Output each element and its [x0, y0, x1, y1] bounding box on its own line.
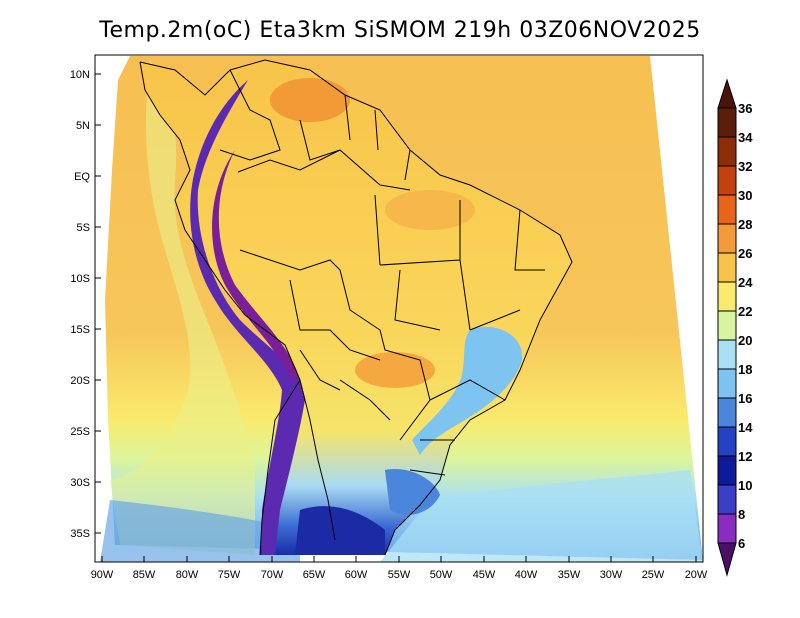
border-states-south	[409, 379, 506, 476]
colorbar-label-30: 30	[738, 188, 752, 203]
lon-label-20w: 20W	[685, 569, 708, 581]
latitude-axis: 10N 5N EQ 5S 10S 15S 20S 25S 30S 35S	[70, 69, 101, 540]
south-america-land	[140, 60, 572, 555]
colorbar-label-18: 18	[738, 362, 752, 377]
colorbar-bottom-cap	[717, 542, 737, 577]
lon-label-65w: 65W	[303, 569, 326, 581]
colorbar-swatch	[717, 252, 737, 283]
colorbar-label-26: 26	[738, 246, 752, 261]
colorbar-top-cap	[717, 78, 737, 109]
lon-label-45w: 45W	[473, 569, 496, 581]
colorbar-label-24: 24	[738, 275, 753, 290]
lon-label-40w: 40W	[515, 569, 538, 581]
colorbar-label-22: 22	[738, 304, 752, 319]
border-brazil-west	[237, 149, 431, 441]
southern-cold-region	[295, 506, 385, 555]
lat-label-10s: 10S	[70, 273, 90, 285]
lat-label-30s: 30S	[70, 477, 90, 489]
colorbar-label-32: 32	[738, 159, 752, 174]
colorbar-label-8: 8	[738, 507, 745, 522]
lon-label-35w: 35W	[558, 569, 581, 581]
colorbar-label-34: 34	[738, 130, 753, 145]
longitude-axis: 90W 85W 80W 75W 70W 65W 60W 55W 50W 45W …	[91, 556, 708, 581]
border-colombia-venezuela	[219, 69, 281, 161]
southeast-highlands-cool	[412, 326, 523, 455]
lat-label-25s: 25S	[70, 426, 90, 438]
colorbar-swatch	[717, 310, 737, 341]
colorbar-swatch	[717, 339, 737, 370]
border-bolivia-paraguay	[289, 279, 391, 421]
south-cold-ocean	[100, 500, 300, 562]
border-states-north	[374, 194, 545, 331]
andes-cold-band	[190, 80, 305, 555]
lat-label-5n: 5N	[76, 120, 90, 132]
colorbar-swatch	[717, 426, 737, 457]
colorbar-label-14: 14	[738, 420, 753, 435]
border-argentina-chile	[299, 379, 336, 541]
colorbar-swatch	[717, 107, 737, 138]
colorbar-swatch	[717, 484, 737, 515]
lon-label-30w: 30W	[600, 569, 623, 581]
colorbar-swatch	[717, 397, 737, 428]
warm-patch-north	[270, 78, 350, 122]
uruguay-cool	[385, 469, 440, 515]
colorbar-label-36: 36	[738, 101, 752, 116]
lon-label-85w: 85W	[133, 569, 156, 581]
colorbar-swatch	[717, 136, 737, 167]
lat-label-35s: 35S	[70, 528, 90, 540]
warm-patch-amazon	[385, 190, 475, 230]
lat-label-10n: 10N	[70, 69, 90, 81]
colorbar-label-28: 28	[738, 217, 752, 232]
colorbar-label-10: 10	[738, 478, 752, 493]
political-borders	[139, 59, 573, 556]
lon-label-75w: 75W	[218, 569, 241, 581]
lon-label-50w: 50W	[430, 569, 453, 581]
colorbar-swatch	[717, 455, 737, 486]
lon-label-55w: 55W	[388, 569, 411, 581]
colorbar-label-20: 20	[738, 333, 752, 348]
warm-patch-chaco	[355, 352, 435, 388]
temperature-field	[100, 56, 703, 562]
lon-label-60w: 60W	[345, 569, 368, 581]
lat-label-5s: 5S	[77, 222, 90, 234]
lat-label-15s: 15S	[70, 324, 90, 336]
colorbar-swatch	[717, 194, 737, 225]
west-coastline	[139, 61, 301, 556]
colorbar-label-6: 6	[738, 536, 745, 551]
lon-label-70w: 70W	[261, 569, 284, 581]
border-guianas	[299, 94, 411, 181]
colorbar: 36 34 32 30 28 26 24 22 20 18 16 14 12 1…	[717, 78, 753, 577]
south-atlantic-cool	[380, 470, 703, 562]
colorbar-swatch	[717, 223, 737, 254]
map-title: Temp.2m(oC) Eta3km SiSMOM 219h 03Z06NOV2…	[99, 18, 701, 43]
lon-label-90w: 90W	[91, 569, 114, 581]
colorbar-swatch	[717, 281, 737, 312]
colorbar-swatch	[717, 513, 737, 544]
lon-label-80w: 80W	[176, 569, 199, 581]
lat-label-eq: EQ	[74, 171, 90, 183]
lat-label-20s: 20S	[70, 375, 90, 387]
pacific-cool-band	[110, 60, 255, 555]
colorbar-swatch	[717, 165, 737, 196]
colorbar-label-12: 12	[738, 449, 752, 464]
colorbar-label-16: 16	[738, 391, 752, 406]
lon-label-25w: 25W	[642, 569, 665, 581]
colorbar-swatch	[717, 368, 737, 399]
